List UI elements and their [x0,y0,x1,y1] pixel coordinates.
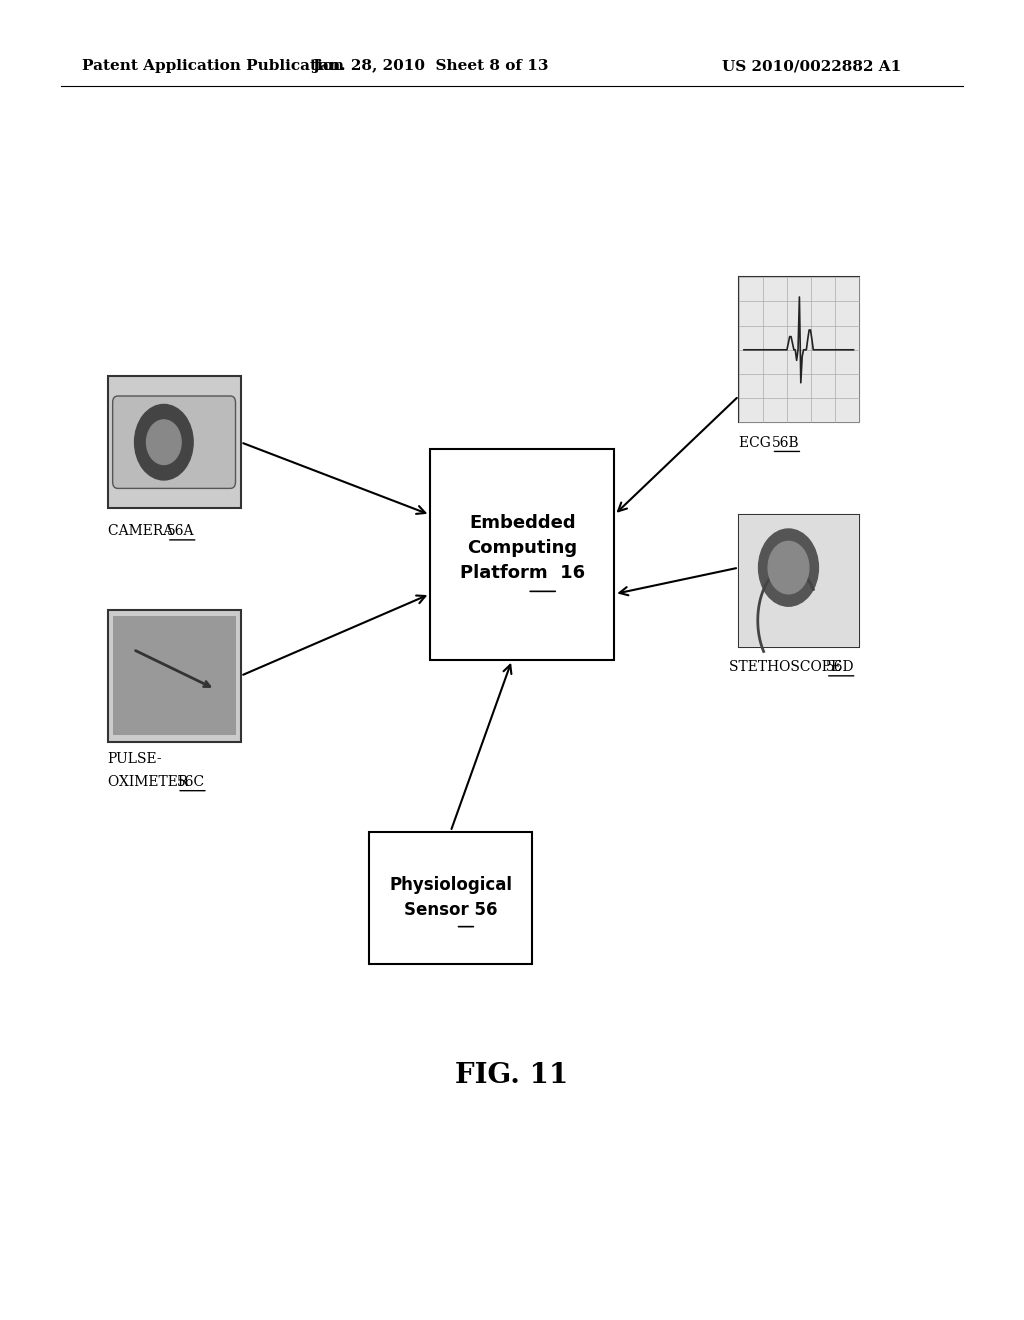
Text: FIG. 11: FIG. 11 [456,1063,568,1089]
FancyBboxPatch shape [739,277,858,422]
FancyBboxPatch shape [108,376,241,508]
Circle shape [768,541,809,594]
Text: Patent Application Publication: Patent Application Publication [82,59,344,74]
Text: Physiological
Sensor 56: Physiological Sensor 56 [389,876,512,919]
FancyBboxPatch shape [113,396,236,488]
Text: Jan. 28, 2010  Sheet 8 of 13: Jan. 28, 2010 Sheet 8 of 13 [312,59,548,74]
Text: Embedded
Computing
Platform  16: Embedded Computing Platform 16 [460,513,585,582]
FancyBboxPatch shape [369,832,532,964]
Text: US 2010/0022882 A1: US 2010/0022882 A1 [722,59,901,74]
Text: OXIMETER: OXIMETER [108,775,193,789]
Circle shape [759,529,818,606]
FancyBboxPatch shape [739,277,858,422]
FancyBboxPatch shape [108,610,241,742]
Text: ECG: ECG [739,436,775,450]
Text: 56D: 56D [825,660,854,675]
FancyBboxPatch shape [739,515,858,647]
Text: STETHOSCOPE: STETHOSCOPE [729,660,845,675]
Circle shape [146,420,181,465]
Circle shape [134,404,194,480]
Text: 56C: 56C [177,775,205,789]
Text: 56B: 56B [772,436,799,450]
Text: 56A: 56A [167,524,195,539]
FancyBboxPatch shape [430,449,614,660]
Text: PULSE-: PULSE- [108,752,162,767]
FancyBboxPatch shape [739,515,858,647]
Text: CAMERA: CAMERA [108,524,177,539]
FancyBboxPatch shape [113,616,236,735]
